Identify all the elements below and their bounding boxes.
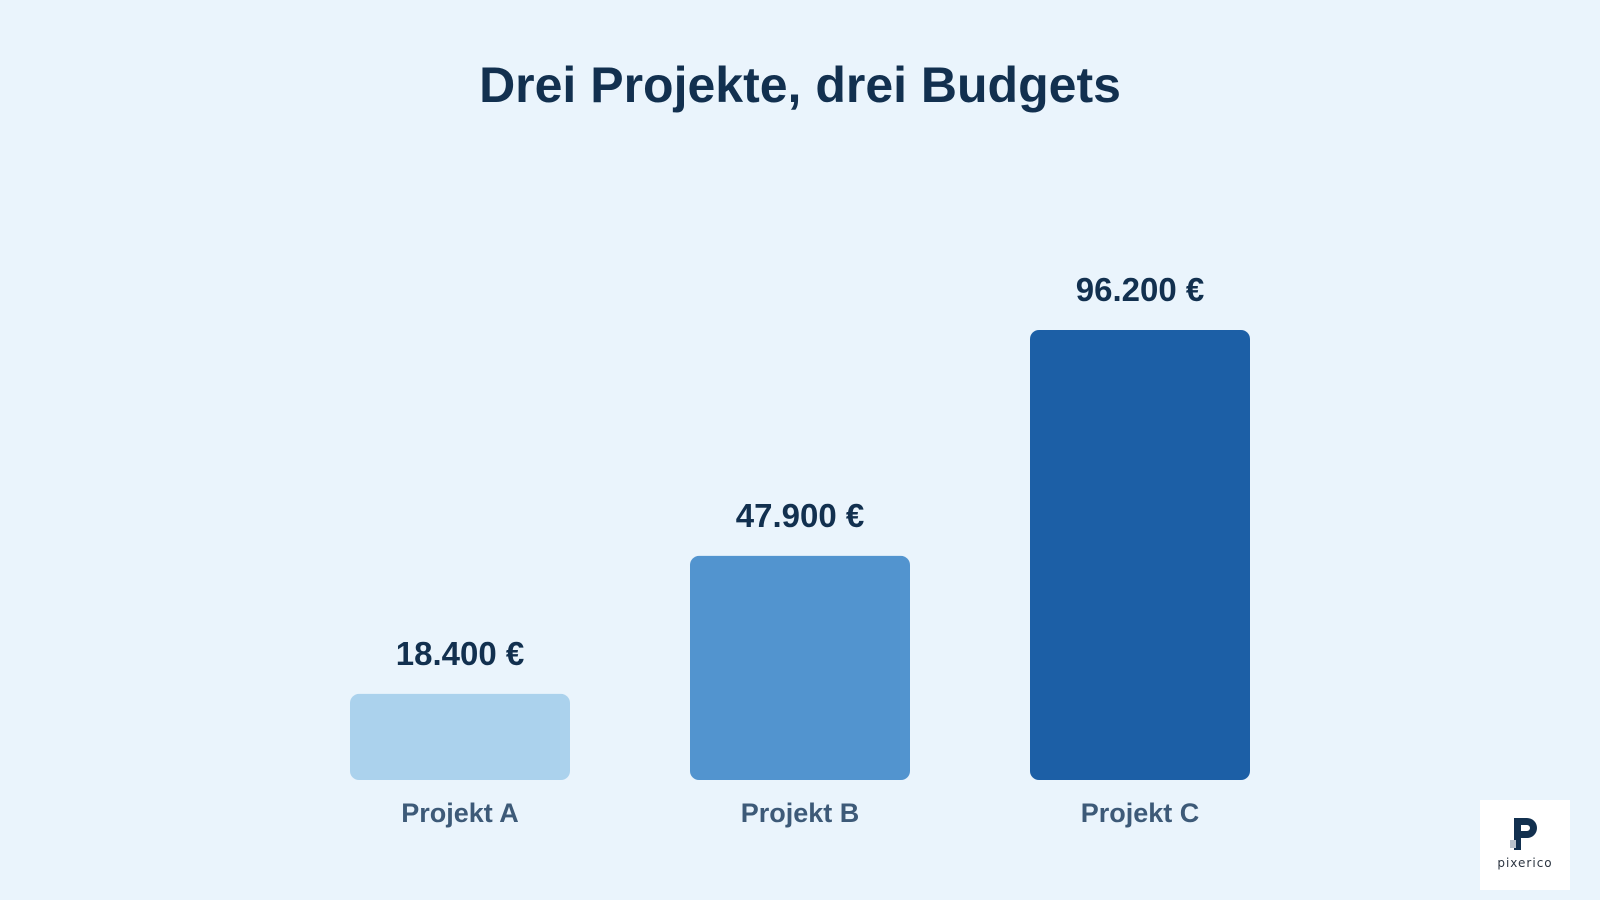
logo-text: pixerico <box>1497 856 1553 870</box>
bar-value-label: 18.400 € <box>396 635 524 672</box>
category-label: Projekt A <box>401 798 519 828</box>
bar-value-label: 96.200 € <box>1076 271 1204 308</box>
pixerico-logo-icon <box>1510 818 1537 850</box>
bar-projekt-b <box>690 555 910 780</box>
category-label: Projekt B <box>741 798 860 828</box>
bar-value-label: 47.900 € <box>736 497 864 534</box>
bar-projekt-a <box>350 693 570 780</box>
chart-title: Drei Projekte, drei Budgets <box>479 57 1121 113</box>
pixerico-logo: pixerico <box>1480 800 1570 890</box>
category-label: Projekt C <box>1081 798 1200 828</box>
bar-projekt-c <box>1030 330 1250 780</box>
